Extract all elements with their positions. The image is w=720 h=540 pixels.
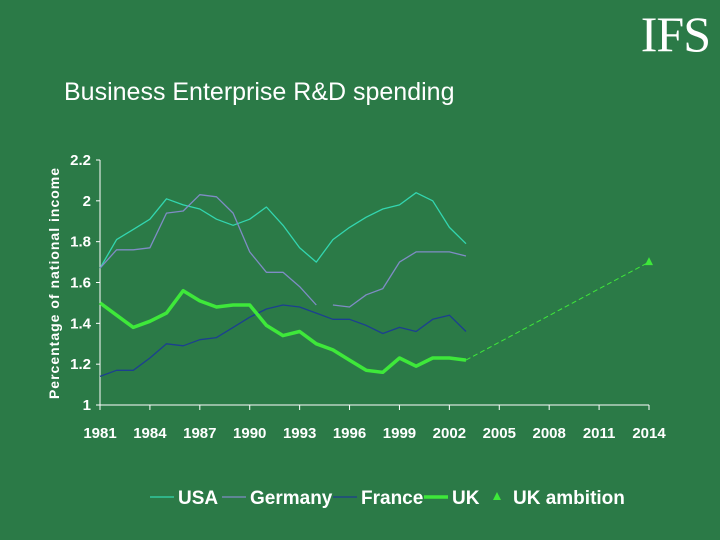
uk-ambition-line [465, 261, 650, 361]
y-tick-label: 1.8 [70, 234, 91, 251]
x-tick-label: 2005 [483, 425, 516, 442]
y-tick-label: 1.4 [70, 315, 92, 332]
france-line [99, 304, 467, 378]
y-tick-label: 1.6 [70, 275, 91, 292]
usa-line [99, 192, 467, 269]
y-axis-title: Percentage of national income [46, 167, 62, 399]
chart-axes: 1 1.2 1.4 1.6 1.8 2 2.2 1981 1984 1987 1990 1993 199… [46, 152, 666, 442]
y-tick-label: 1.2 [70, 356, 91, 373]
uk-line [98, 288, 467, 375]
x-tick-label: 2011 [583, 425, 616, 442]
legend-france-label: France [361, 488, 423, 509]
x-tick-label: 1993 [283, 425, 316, 442]
chart-title: Business Enterprise R&D spending [64, 78, 455, 106]
legend-usa-label: USA [178, 488, 218, 509]
x-tick-label: 2002 [433, 425, 466, 442]
x-tick-label: 1990 [233, 425, 266, 442]
y-tick-label: 2 [83, 193, 91, 210]
y-tick-label: 2.2 [70, 152, 91, 169]
ifs-logo: IFS [640, 6, 711, 62]
legend-uk-ambition-marker [493, 492, 501, 500]
legend-uk-ambition-label: UK ambition [513, 488, 625, 509]
x-tick-label: 1984 [133, 425, 167, 442]
legend-uk-label: UK [452, 488, 480, 509]
x-tick-label: 1999 [383, 425, 416, 442]
x-tick-label: 1987 [183, 425, 216, 442]
y-tick-label: 1 [83, 397, 91, 414]
x-tick-label: 1996 [333, 425, 366, 442]
chart-legend: USA Germany France UK UK ambition [150, 488, 625, 509]
x-tick-label: 2014 [632, 425, 666, 442]
x-tick-label: 1981 [83, 425, 116, 442]
uk-ambition-point [645, 257, 653, 266]
germany-line [99, 194, 467, 308]
chart-series [98, 192, 653, 378]
legend-germany-label: Germany [250, 488, 333, 509]
x-tick-label: 2008 [532, 425, 565, 442]
